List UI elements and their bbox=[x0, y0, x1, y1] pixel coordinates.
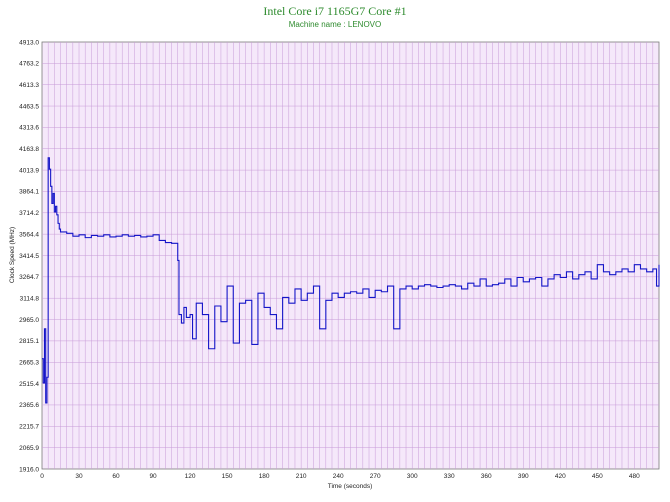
x-tick-label: 0 bbox=[40, 473, 44, 480]
x-tick-label: 300 bbox=[407, 473, 418, 480]
x-tick-label: 390 bbox=[518, 473, 529, 480]
y-tick-label: 4163.8 bbox=[19, 146, 39, 153]
y-tick-label: 4463.5 bbox=[19, 103, 39, 110]
x-tick-label: 210 bbox=[296, 473, 307, 480]
y-tick-label: 2815.1 bbox=[19, 338, 39, 345]
y-tick-label: 3414.5 bbox=[19, 253, 39, 260]
x-tick-label: 30 bbox=[75, 473, 83, 480]
x-tick-label: 120 bbox=[185, 473, 196, 480]
x-axis-label: Time (seconds) bbox=[328, 483, 373, 490]
y-tick-label: 4763.2 bbox=[19, 61, 39, 68]
y-tick-label: 4913.0 bbox=[19, 39, 39, 46]
chart-subtitle: Machine name : LENOVO bbox=[289, 20, 381, 29]
x-tick-labels: 0 30 60 90 120 150 180 210 240 270 300 330 360 390 420… bbox=[40, 473, 640, 480]
x-tick-label: 240 bbox=[333, 473, 344, 480]
y-tick-label: 3264.7 bbox=[19, 274, 39, 281]
x-tick-label: 150 bbox=[222, 473, 233, 480]
y-tick-label: 3564.4 bbox=[19, 231, 39, 238]
y-tick-labels: 1916.0 2065.9 2215.7 2365.6 2515.4 2665.3 2815… bbox=[19, 39, 39, 473]
y-tick-label: 1916.0 bbox=[19, 466, 39, 473]
grid-lines bbox=[42, 42, 659, 469]
y-tick-label: 4313.6 bbox=[19, 125, 39, 132]
x-tick-label: 420 bbox=[555, 473, 566, 480]
x-tick-label: 60 bbox=[112, 473, 120, 480]
y-tick-label: 2515.4 bbox=[19, 381, 39, 388]
chart-title: Intel Core i7 1165G7 Core #1 bbox=[263, 4, 406, 18]
x-tick-label: 90 bbox=[149, 473, 157, 480]
x-tick-label: 180 bbox=[259, 473, 270, 480]
y-tick-label: 4613.3 bbox=[19, 82, 39, 89]
y-tick-label: 3714.2 bbox=[19, 210, 39, 217]
y-tick-label: 2215.7 bbox=[19, 424, 39, 431]
clock-speed-series-line bbox=[42, 157, 660, 404]
y-tick-label: 4013.9 bbox=[19, 167, 39, 174]
y-tick-label: 2065.9 bbox=[19, 445, 39, 452]
y-tick-label: 3114.8 bbox=[20, 296, 40, 303]
x-tick-label: 360 bbox=[481, 473, 492, 480]
y-tick-label: 3864.1 bbox=[19, 189, 39, 196]
y-axis-label: Clock Speed (MHz) bbox=[9, 227, 16, 283]
x-tick-label: 480 bbox=[629, 473, 640, 480]
y-tick-label: 2665.3 bbox=[19, 360, 39, 367]
y-tick-label: 2965.0 bbox=[19, 317, 39, 324]
x-tick-label: 270 bbox=[370, 473, 381, 480]
y-tick-label: 2365.6 bbox=[19, 402, 39, 409]
x-tick-label: 330 bbox=[444, 473, 455, 480]
x-tick-label: 450 bbox=[592, 473, 603, 480]
